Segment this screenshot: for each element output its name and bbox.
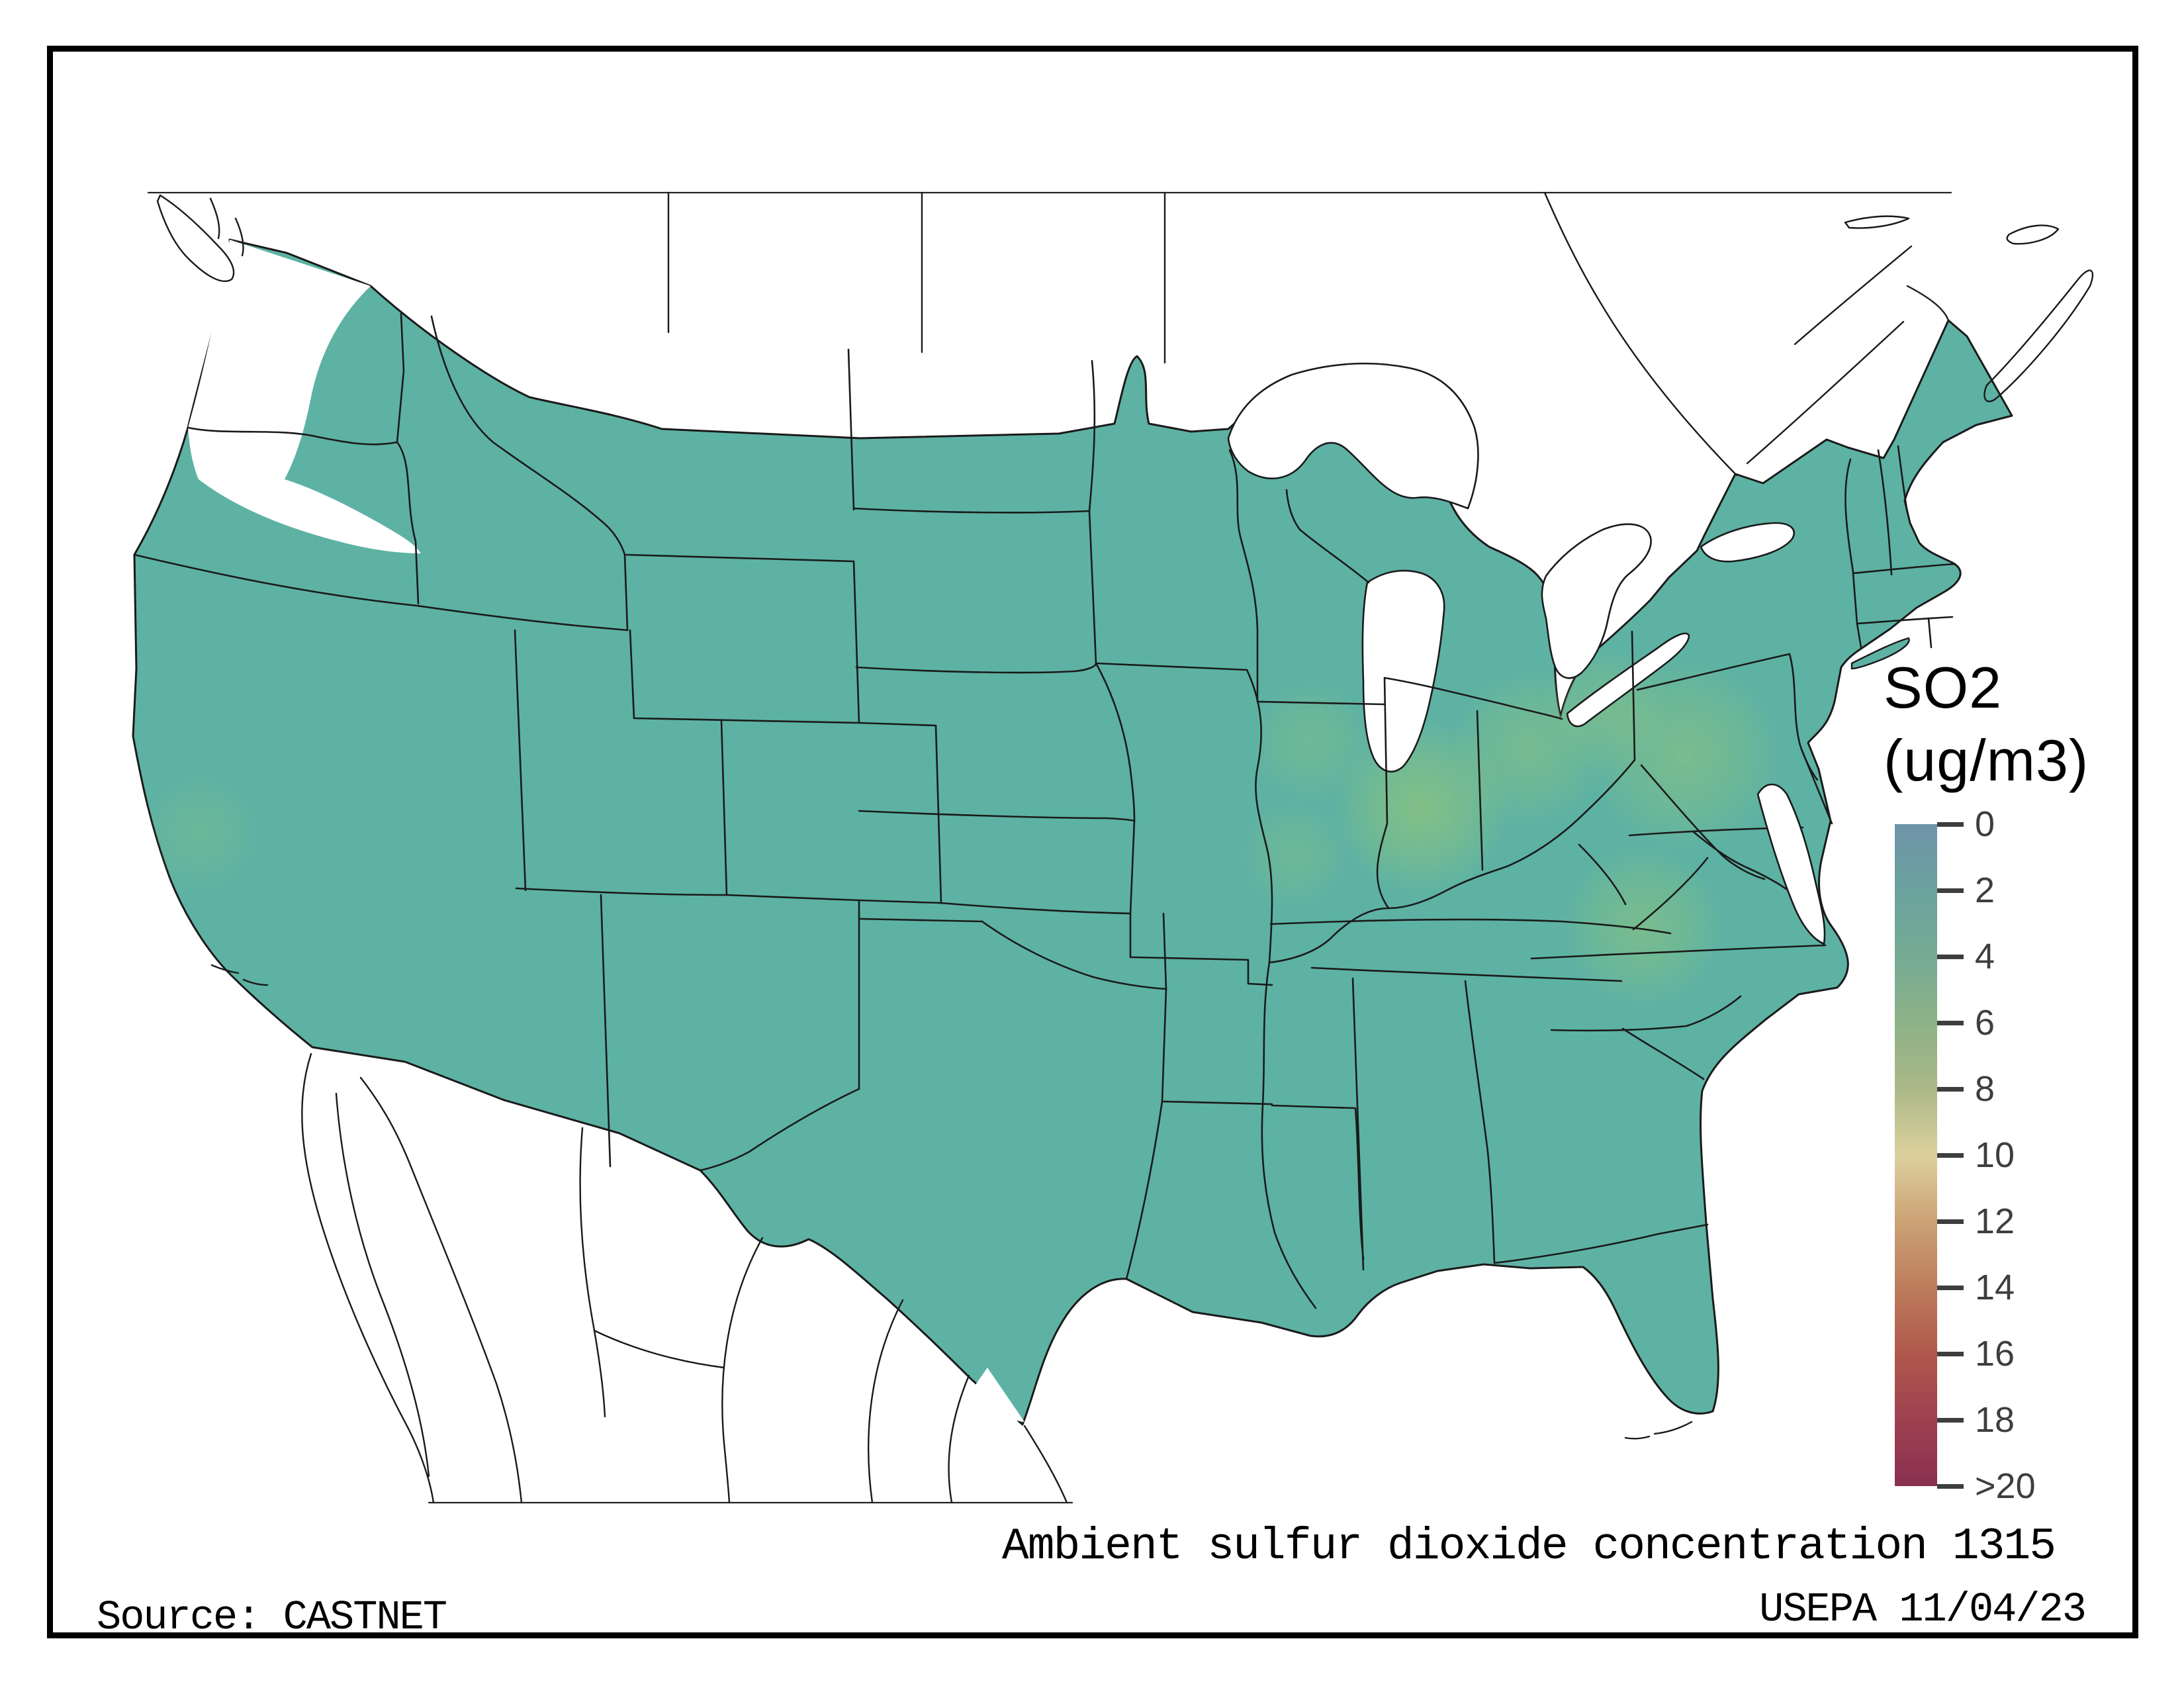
prince-edward-island <box>2006 224 2060 245</box>
hotspot-kentucky-virginia <box>1560 844 1725 1009</box>
florida-keys <box>1624 1421 1693 1440</box>
canada-outlines <box>147 191 2094 477</box>
legend-tick <box>1937 888 1964 893</box>
legend-tick-label: 12 <box>1975 1201 2015 1241</box>
map-title: Ambient sulfur dioxide concentration 131… <box>1001 1521 2056 1572</box>
anticosti-island <box>1844 215 1910 229</box>
great-lakes <box>1227 362 1795 773</box>
legend-tick <box>1937 1418 1964 1423</box>
legend-title: SO2 <box>1884 655 2003 720</box>
vancouver-island <box>156 194 235 283</box>
channel-islands <box>210 964 269 986</box>
hotspot-california-valley <box>137 770 263 896</box>
baja-west-coast <box>301 1053 435 1504</box>
conus-outline <box>132 238 2013 1426</box>
chesapeake-bay <box>1756 783 1826 945</box>
legend-tick-label: 0 <box>1975 804 1995 844</box>
outer-border <box>47 46 2138 1638</box>
no-data-texas-tip <box>957 1368 1024 1422</box>
legend-tick-label: 8 <box>1975 1069 1995 1109</box>
legend-tick-label: >20 <box>1975 1466 2036 1506</box>
mexico-outlines <box>301 1053 1073 1504</box>
baja-east-coast <box>335 1092 430 1477</box>
legend-colorbar <box>1895 824 1937 1486</box>
mexico-gulf-coast <box>1023 1425 1068 1504</box>
agency-date: USEPA 11/04/23 <box>1759 1586 2087 1633</box>
legend-tick <box>1937 1219 1964 1224</box>
legend-tick <box>1937 1352 1964 1356</box>
legend-tick-label: 18 <box>1975 1400 2015 1440</box>
legend-tick-label: 10 <box>1975 1135 2015 1175</box>
long-island <box>1850 637 1910 670</box>
legend-tick-label: 6 <box>1975 1003 1995 1043</box>
sonora-coast <box>359 1076 523 1504</box>
lake-erie <box>1566 632 1690 727</box>
legend-tick <box>1937 1484 1964 1489</box>
hotspot-illinois <box>1248 679 1373 804</box>
legend-tick-label: 14 <box>1975 1268 2015 1307</box>
no-data-regions <box>188 240 1024 1422</box>
offshore-islands <box>210 964 1693 1440</box>
legend-tick <box>1937 1021 1964 1025</box>
legend-tick <box>1937 1087 1964 1092</box>
legend-tick-label: 2 <box>1975 870 1995 910</box>
conus-states <box>132 238 2013 1426</box>
lake-huron <box>1541 523 1652 679</box>
hotspot-south-illinois <box>1238 799 1351 912</box>
no-data-western-washington <box>188 240 421 553</box>
hotspot-pennsylvania <box>1585 655 1784 854</box>
legend-tick <box>1937 955 1964 959</box>
legend-tick <box>1937 1153 1964 1158</box>
lake-superior <box>1227 362 1479 510</box>
state-borders <box>133 312 1956 1309</box>
legend-tick-label: 16 <box>1975 1334 2015 1374</box>
legend-units: (ug/m3) <box>1884 727 2089 793</box>
lake-michigan <box>1361 569 1445 773</box>
source-note: Source: CASTNET <box>97 1594 447 1641</box>
nova-scotia <box>1983 269 2094 402</box>
legend-tick <box>1937 822 1964 827</box>
legend-tick-label: 4 <box>1975 937 1995 976</box>
lake-ontario <box>1700 522 1795 563</box>
legend-tick <box>1937 1286 1964 1290</box>
